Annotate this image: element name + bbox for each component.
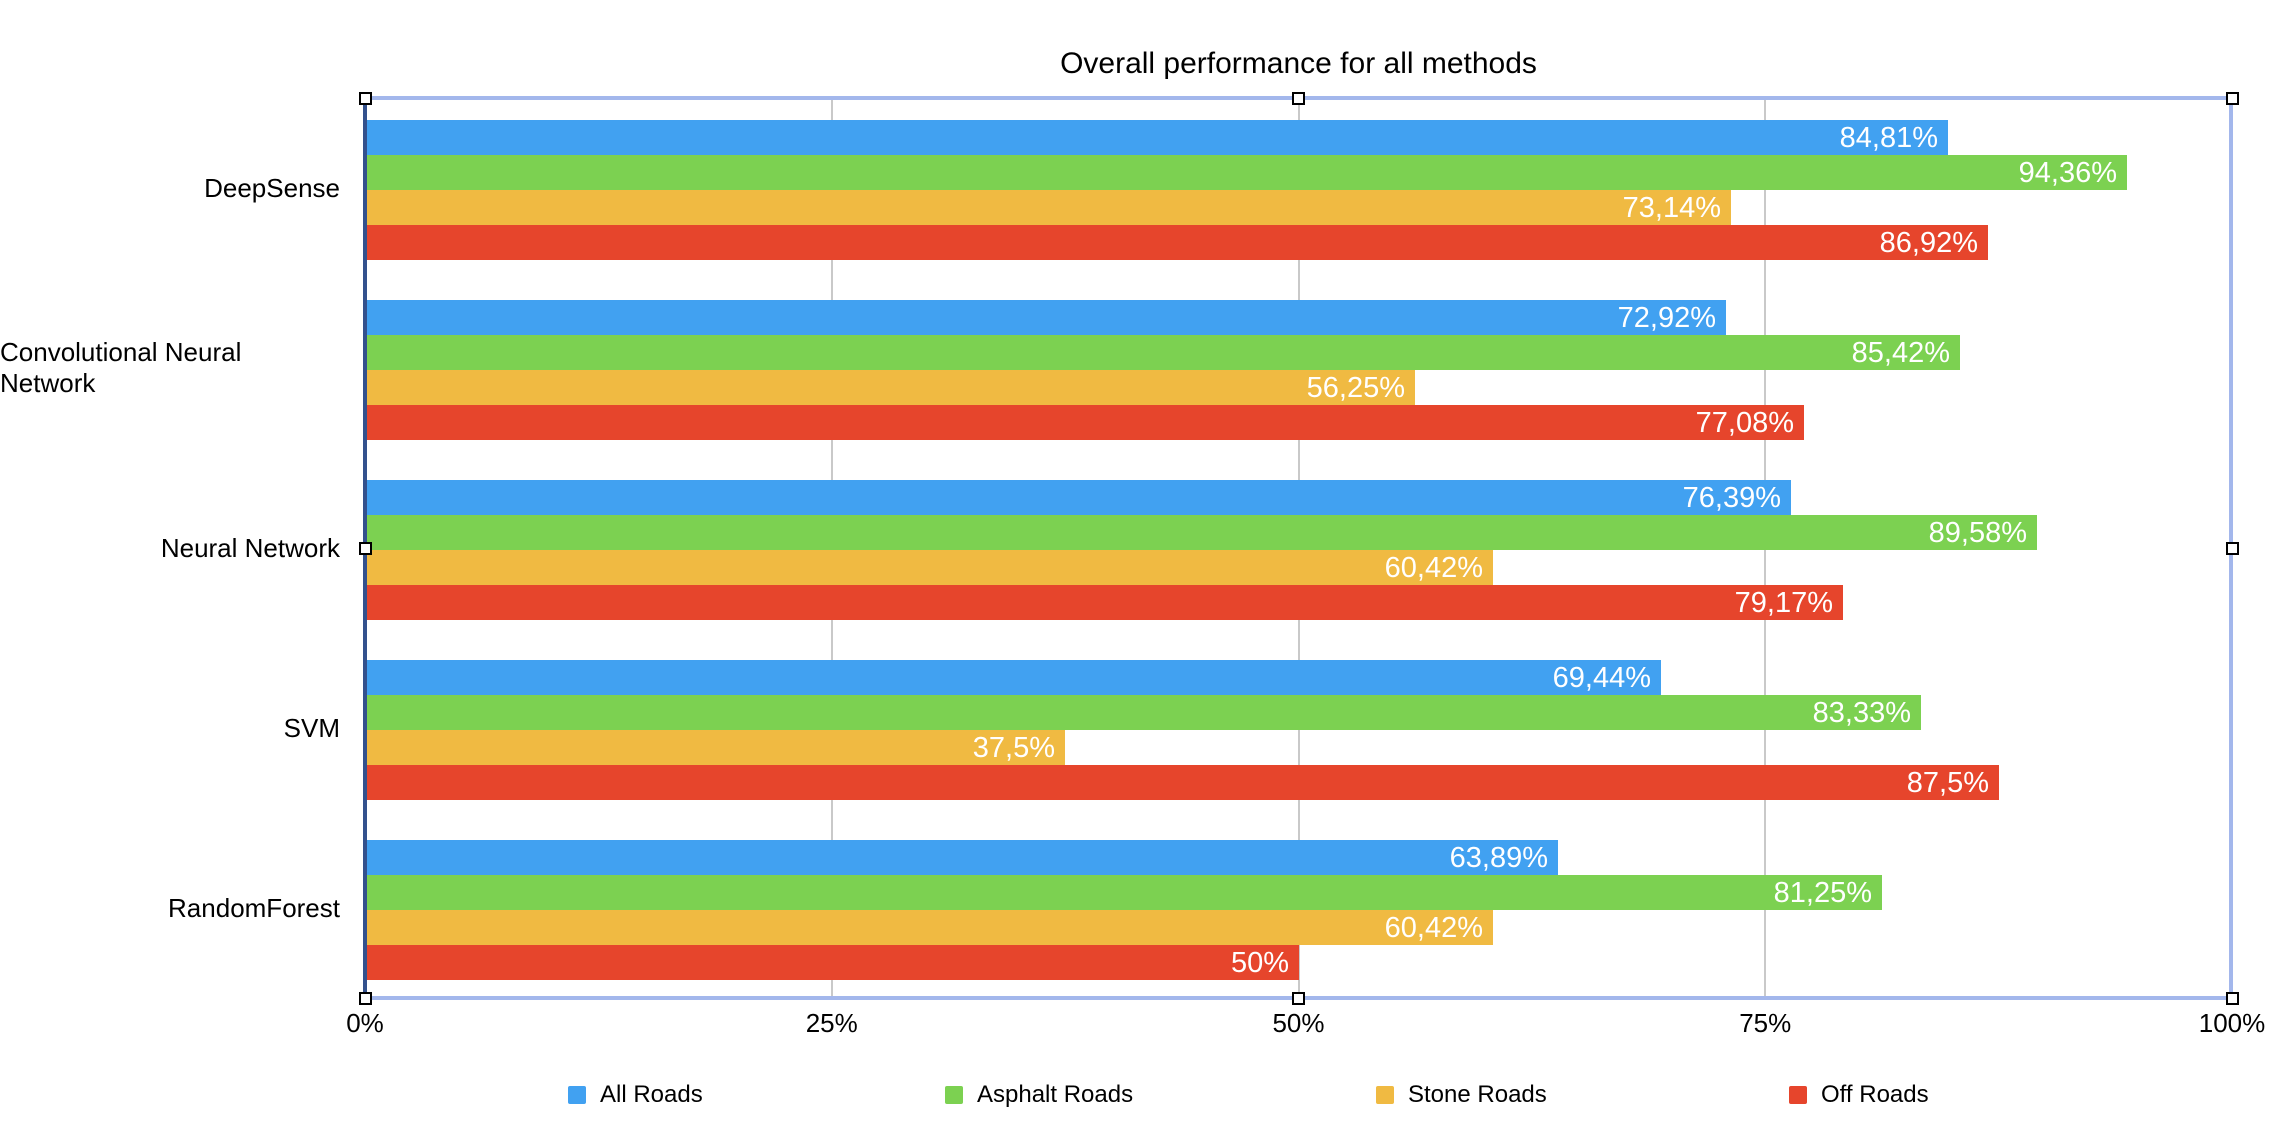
- bar-value-label: 81,25%: [1773, 877, 1872, 909]
- bar-value-label: 85,42%: [1851, 337, 1950, 369]
- x-tick-label: 0%: [346, 1008, 384, 1038]
- bar-value-label: 89,58%: [1928, 517, 2027, 549]
- bar-value-label: 94,36%: [2018, 157, 2117, 189]
- bar-asphalt-roads[interactable]: 89,58%: [365, 515, 2037, 550]
- x-tick-label: 25%: [805, 1008, 858, 1038]
- bar-value-label: 56,25%: [1306, 372, 1405, 404]
- x-tick-label: 50%: [1272, 1008, 1325, 1038]
- bar-all-roads[interactable]: 69,44%: [365, 660, 1661, 695]
- bar-value-label: 60,42%: [1384, 912, 1483, 944]
- legend-label: Off Roads: [1821, 1081, 1929, 1108]
- legend-swatch-icon: [568, 1086, 586, 1104]
- bar-asphalt-roads[interactable]: 85,42%: [365, 335, 1960, 370]
- legend-swatch-icon: [1789, 1086, 1807, 1104]
- bar-off-roads[interactable]: 79,17%: [365, 585, 1843, 620]
- bar-value-label: 76,39%: [1682, 482, 1781, 514]
- legend-item-stone-roads: Stone Roads: [1376, 1083, 1547, 1107]
- bar-off-roads[interactable]: 86,92%: [365, 225, 1988, 260]
- bar-stone-roads[interactable]: 37,5%: [365, 730, 1065, 765]
- category-label: DeepSense: [204, 172, 340, 203]
- selection-handle-bottom-center[interactable]: [1292, 991, 1305, 1005]
- bar-value-label: 77,08%: [1695, 407, 1794, 439]
- legend-label: Asphalt Roads: [977, 1081, 1134, 1108]
- bar-value-label: 37,5%: [972, 732, 1055, 764]
- bar-asphalt-roads[interactable]: 81,25%: [365, 875, 1882, 910]
- selection-handle-bottom-right[interactable]: [2225, 991, 2239, 1005]
- legend-item-off-roads: Off Roads: [1789, 1083, 1929, 1107]
- bar-value-label: 84,81%: [1839, 122, 1938, 154]
- selection-handle-top-center[interactable]: [1292, 91, 1305, 105]
- category-label: RandomForest: [168, 892, 340, 923]
- selection-handle-top-left[interactable]: [358, 91, 372, 105]
- bar-value-label: 87,5%: [1906, 767, 1989, 799]
- bar-asphalt-roads[interactable]: 94,36%: [365, 155, 2127, 190]
- legend-swatch-icon: [1376, 1086, 1394, 1104]
- bar-asphalt-roads[interactable]: 83,33%: [365, 695, 1921, 730]
- selection-handle-middle-right[interactable]: [2225, 541, 2239, 555]
- bar-value-label: 63,89%: [1449, 842, 1548, 874]
- category-label: SVM: [283, 712, 340, 743]
- bar-stone-roads[interactable]: 60,42%: [365, 910, 1493, 945]
- bar-all-roads[interactable]: 63,89%: [365, 840, 1558, 875]
- bar-off-roads[interactable]: 87,5%: [365, 765, 1999, 800]
- category-label: Neural Network: [160, 532, 340, 563]
- bar-stone-roads[interactable]: 56,25%: [365, 370, 1415, 405]
- bar-all-roads[interactable]: 76,39%: [365, 480, 1791, 515]
- bar-value-label: 60,42%: [1384, 552, 1483, 584]
- bar-off-roads[interactable]: 50%: [365, 945, 1299, 980]
- bar-off-roads[interactable]: 77,08%: [365, 405, 1804, 440]
- category-label: Convolutional Neural Network: [0, 337, 242, 398]
- chart-title: Overall performance for all methods: [1060, 47, 1537, 80]
- legend-item-asphalt-roads: Asphalt Roads: [945, 1083, 1133, 1107]
- bar-value-label: 50%: [1230, 947, 1289, 979]
- legend-item-all-roads: All Roads: [568, 1083, 703, 1107]
- x-tick-label: 100%: [2198, 1008, 2266, 1038]
- bar-value-label: 73,14%: [1622, 192, 1721, 224]
- bar-all-roads[interactable]: 72,92%: [365, 300, 1726, 335]
- legend-label: All Roads: [600, 1081, 703, 1108]
- selection-handle-bottom-left[interactable]: [358, 991, 372, 1005]
- bar-all-roads[interactable]: 84,81%: [365, 120, 1948, 155]
- legend-label: Stone Roads: [1408, 1081, 1547, 1108]
- selection-handle-top-right[interactable]: [2225, 91, 2239, 105]
- bar-value-label: 83,33%: [1812, 697, 1911, 729]
- bar-value-label: 79,17%: [1734, 587, 1833, 619]
- selection-handle-middle-left[interactable]: [358, 541, 372, 555]
- legend-swatch-icon: [945, 1086, 963, 1104]
- bar-value-label: 69,44%: [1552, 662, 1651, 694]
- bar-value-label: 72,92%: [1617, 302, 1716, 334]
- bar-stone-roads[interactable]: 60,42%: [365, 550, 1493, 585]
- bar-stone-roads[interactable]: 73,14%: [365, 190, 1731, 225]
- x-tick-label: 75%: [1739, 1008, 1792, 1038]
- bar-value-label: 86,92%: [1879, 227, 1978, 259]
